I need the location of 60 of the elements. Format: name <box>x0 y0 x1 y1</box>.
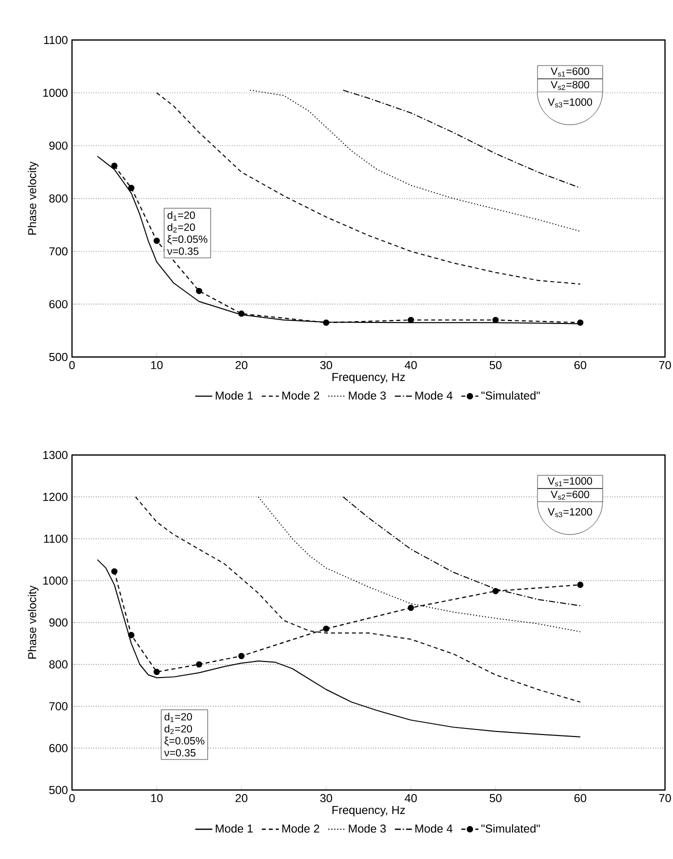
x-axis-title: Frequency, Hz <box>332 373 405 384</box>
annotation: V$_{s1}$=600 <box>550 68 590 77</box>
annotation: V$_{s2}$=800 <box>550 80 590 90</box>
x-tick-label: 0 <box>69 361 75 370</box>
x-tick-label: 10 <box>151 361 163 370</box>
y-tick-label: 700 <box>49 702 68 710</box>
x-tick-label: 40 <box>404 361 417 370</box>
y-tick-label: 900 <box>49 142 68 150</box>
y-tick-label: 700 <box>49 247 68 256</box>
y-tick-label: 900 <box>49 618 68 627</box>
x-tick-label: 20 <box>236 361 248 370</box>
annotation: ν=0.35 <box>164 749 196 757</box>
x-tick-label: 30 <box>320 794 332 802</box>
x-tick-label: 30 <box>320 361 332 370</box>
legend-label: Mode 1 <box>216 824 253 833</box>
x-tick-label: 50 <box>490 794 502 802</box>
x-tick-label: 50 <box>490 361 502 370</box>
y-tick-label: 800 <box>49 660 68 668</box>
annotation: ξ=0.05% <box>168 235 208 245</box>
annotation: d$_{1}$=20 <box>164 712 192 722</box>
annotation: ξ=0.05% <box>164 736 204 746</box>
legend-label: Mode 2 <box>282 824 320 833</box>
y-axis-title: Phase velocity <box>28 585 39 659</box>
y-tick-label: 1000 <box>43 576 68 585</box>
x-tick-label: 70 <box>659 794 671 802</box>
annotation: d$_{2}$=20 <box>168 223 195 232</box>
annotation: V$_{s1}$=1000 <box>548 477 592 486</box>
x-tick-label: 20 <box>236 794 248 802</box>
annotation: V$_{s2}$=600 <box>550 490 590 500</box>
x-axis-title: Frequency, Hz <box>332 806 405 816</box>
y-tick-label: 1100 <box>44 534 68 543</box>
legend-label: Mode 1 <box>216 391 253 400</box>
y-tick-label: 1000 <box>43 88 68 97</box>
x-tick-label: 10 <box>151 794 163 802</box>
x-tick-label: 40 <box>404 794 417 802</box>
y-tick-label: 800 <box>49 194 68 203</box>
x-tick-label: 0 <box>69 794 75 802</box>
y-tick-label: 500 <box>49 352 68 362</box>
y-tick-label: 600 <box>49 744 68 752</box>
annotation: d$_{2}$=20 <box>164 724 192 734</box>
y-tick-label: 600 <box>49 300 68 308</box>
y-tick-label: 1300 <box>43 450 68 460</box>
legend-label: Mode 3 <box>348 391 386 400</box>
annotation: V$_{s3}$=1200 <box>548 508 592 518</box>
legend-label: Mode 3 <box>348 824 386 833</box>
x-tick-label: 60 <box>574 361 586 370</box>
y-axis-title: Phase velocity <box>28 161 39 235</box>
legend-label: "Simulated" <box>481 391 540 400</box>
legend-label: "Simulated" <box>481 824 540 833</box>
y-tick-label: 1200 <box>43 492 68 501</box>
y-tick-label: 500 <box>49 786 68 794</box>
legend-label: Mode 2 <box>282 391 320 400</box>
annotation: d$_{1}$=20 <box>168 211 195 220</box>
annotation: V$_{s3}$=1000 <box>548 98 592 108</box>
x-tick-label: 70 <box>659 361 671 370</box>
x-tick-label: 60 <box>574 794 586 802</box>
legend-label: Mode 4 <box>415 824 452 833</box>
annotation: ν=0.35 <box>167 247 198 255</box>
y-tick-label: 1100 <box>44 36 68 44</box>
legend-label: Mode 4 <box>415 391 452 400</box>
